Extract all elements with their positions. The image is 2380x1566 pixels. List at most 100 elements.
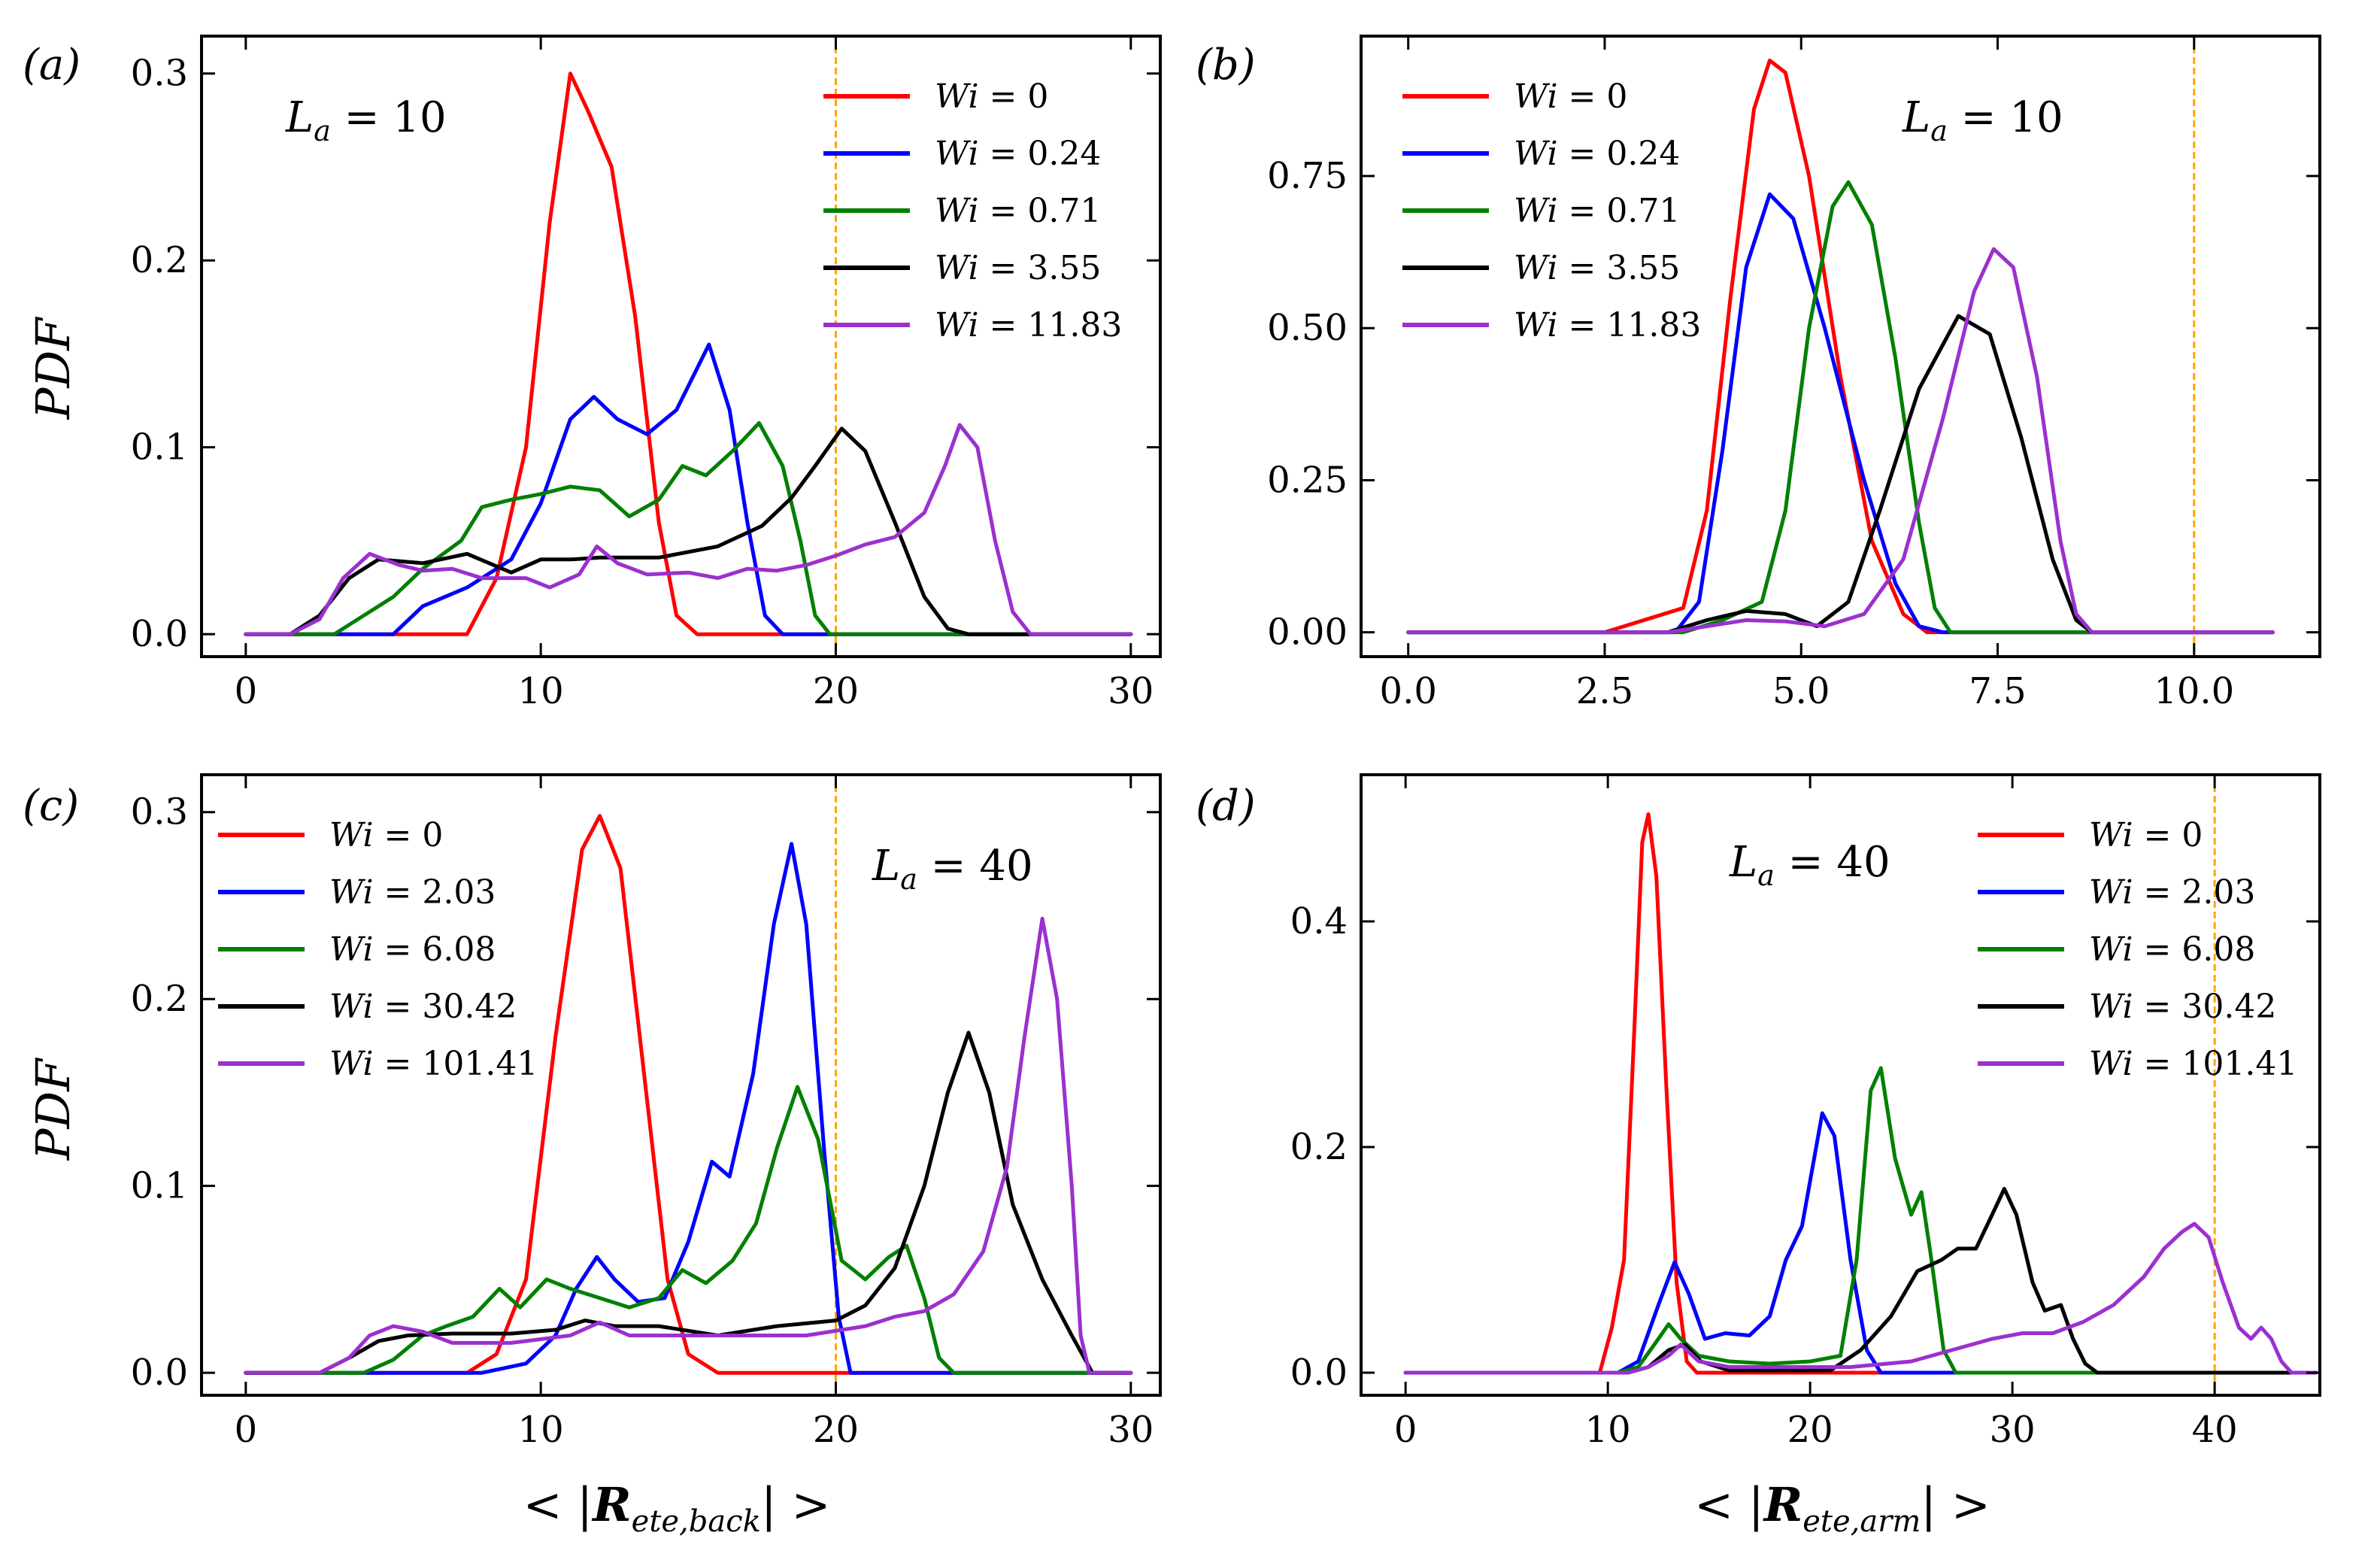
xlabel-left: < |Rete,back| > (523, 1477, 831, 1539)
legend-label: Wi = 0 (1514, 77, 1627, 116)
axes-frame (1360, 773, 2321, 1397)
legend-symbol: Wi (329, 873, 374, 912)
legend-value: = 101.41 (374, 1045, 538, 1083)
x-tick-label: 2.5 (1576, 670, 1633, 712)
xlabel-right: < |Rete,arm| > (1694, 1477, 1990, 1539)
legend-symbol: Wi (329, 1045, 374, 1083)
x-tick-label: 40 (2192, 1409, 2238, 1451)
legend-label: Wi = 30.42 (2089, 988, 2276, 1026)
ylabel-top: PDF (26, 317, 80, 420)
legend-label: Wi = 0 (935, 77, 1048, 116)
y-tick-label: 0.1 (131, 426, 188, 469)
y-tick-label: 0.3 (131, 53, 188, 95)
legend-symbol: Wi (329, 930, 374, 969)
x-tick-label: 5.0 (1772, 670, 1830, 712)
legend-label: Wi = 6.08 (2089, 930, 2255, 969)
legend-label: Wi = 101.41 (329, 1045, 538, 1083)
panel-a: (a)0 10 20 300.00.10.20.3La = 10 Wi = 0Wi = … (23, 35, 1162, 712)
series-line-0 (1406, 58, 2275, 635)
legend-label: Wi = 3.55 (1514, 249, 1680, 287)
annotation-symbol: L (1729, 838, 1757, 887)
y-tick-label: 0.0 (1290, 1352, 1348, 1394)
x-tick-label: 10 (518, 670, 564, 712)
axes-frame (200, 773, 1162, 1397)
legend-label: Wi = 0.71 (1514, 192, 1680, 230)
annotation-subscript: a (1757, 859, 1775, 892)
legend-value: = 0.24 (979, 135, 1102, 173)
legend-symbol: Wi (2089, 1045, 2133, 1083)
series-line-3 (1406, 314, 2275, 635)
legend-value: = 0 (374, 816, 444, 854)
legend-value: = 6.08 (374, 930, 496, 969)
legend-label: Wi = 0 (329, 816, 443, 854)
annotation-symbol: L (285, 93, 314, 142)
legend-symbol: Wi (2089, 988, 2133, 1026)
series-line-2 (1403, 1066, 2318, 1375)
annotation-subscript: a (900, 863, 917, 896)
legend-symbol: Wi (2089, 873, 2133, 912)
legend-symbol: Wi (1514, 135, 1558, 173)
annotation-value: = 10 (1948, 93, 2063, 142)
legend-value: = 2.03 (374, 873, 496, 912)
panel-annotation: La = 40 (1729, 838, 1890, 892)
annotation-subscript: a (314, 114, 331, 147)
legend-symbol: Wi (1514, 77, 1558, 116)
legend-symbol: Wi (935, 306, 979, 344)
series-line-1 (244, 342, 1133, 636)
annotation-symbol: L (872, 842, 900, 891)
x-tick-label: 30 (1108, 1409, 1154, 1451)
xlabel-right-suffix: | > (1921, 1477, 1990, 1532)
xlabel-left-suffix: | > (761, 1477, 831, 1532)
panel-annotation: La = 40 (872, 842, 1033, 896)
series-line-4 (1406, 247, 2275, 635)
xlabel-right-subscript: ete,arm (1802, 1504, 1921, 1539)
series-line-4 (244, 916, 1133, 1375)
legend-value: = 6.08 (2133, 930, 2256, 969)
legend-value: = 11.83 (979, 306, 1123, 344)
series-line-1 (1406, 192, 2275, 635)
legend-label: Wi = 2.03 (329, 873, 496, 912)
y-tick-label: 0.2 (131, 978, 188, 1020)
xlabel-left-subscript: ete,back (632, 1504, 761, 1539)
panel-letter: (b) (1196, 41, 1256, 90)
panel-b: (b) 0.0 2.5 5.0 7.5 10.0 0.00 0.25 0.50 0.75 La = … (1196, 35, 2321, 712)
series-line-4 (1403, 1222, 2318, 1375)
legend-label: Wi = 11.83 (935, 306, 1122, 344)
panel-letter: (c) (23, 781, 79, 830)
legend-symbol: Wi (935, 249, 979, 287)
panel-letter: (d) (1196, 781, 1256, 830)
y-tick-label: 0.75 (1267, 155, 1348, 197)
series-line-3 (244, 1030, 1133, 1375)
legend-value: = 3.55 (979, 249, 1102, 287)
annotation-value: = 40 (917, 842, 1033, 891)
legend-symbol: Wi (329, 988, 374, 1026)
x-tick-label: 30 (1108, 670, 1154, 712)
legend-value: = 0 (2133, 816, 2203, 854)
x-tick-label: 0 (1394, 1409, 1417, 1451)
legend-label: Wi = 30.42 (329, 988, 517, 1026)
legend-symbol: Wi (935, 192, 979, 230)
y-tick-label: 0.50 (1267, 307, 1348, 349)
legend-label: Wi = 11.83 (1514, 306, 1701, 344)
legend-label: Wi = 2.03 (2089, 873, 2255, 912)
panel-annotation: La = 10 (1902, 93, 2063, 147)
legend-label: Wi = 3.55 (935, 249, 1101, 287)
legend-value: = 0.24 (1558, 135, 1681, 173)
legend-value: = 30.42 (374, 988, 517, 1026)
legend-symbol: Wi (1514, 306, 1558, 344)
x-tick-label: 10.0 (2154, 670, 2234, 712)
series-line-2 (244, 1085, 1133, 1375)
series-line-2 (244, 420, 1133, 636)
xlabel-right-prefix: < | (1694, 1477, 1764, 1532)
xlabel-left-prefix: < | (523, 1477, 593, 1532)
series-line-0 (244, 814, 1133, 1375)
axes-frame (200, 35, 1162, 658)
legend-value: = 0 (979, 77, 1049, 116)
y-tick-label: 0.0 (131, 613, 188, 655)
series-line-0 (1403, 812, 2318, 1375)
